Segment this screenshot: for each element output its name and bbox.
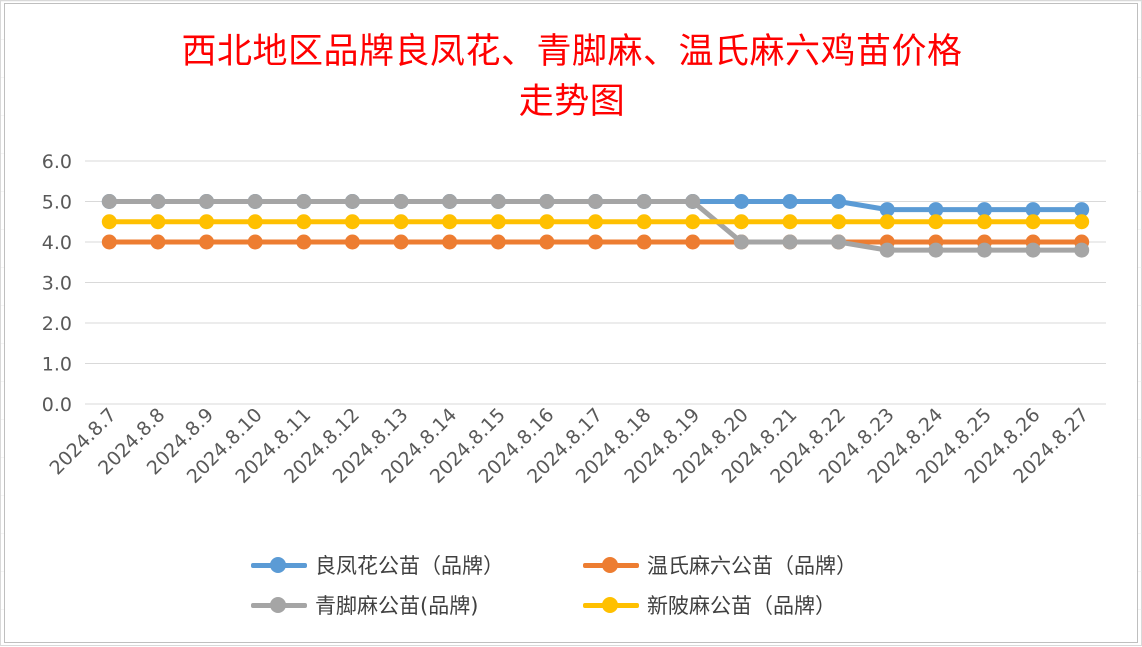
- series-point[interactable]: [101, 194, 117, 209]
- series-point[interactable]: [928, 214, 944, 230]
- series-point[interactable]: [879, 202, 895, 218]
- series-point[interactable]: [442, 214, 458, 230]
- series-point[interactable]: [1074, 242, 1090, 258]
- y-tick-label: 4.0: [42, 232, 72, 254]
- series-point[interactable]: [879, 242, 895, 258]
- legend-label: 温氏麻六公苗（品牌）: [647, 554, 857, 578]
- series-point[interactable]: [442, 234, 458, 250]
- series-point[interactable]: [101, 214, 117, 230]
- series-point[interactable]: [782, 214, 798, 230]
- series-point[interactable]: [199, 234, 215, 250]
- chart-area[interactable]: 西北地区品牌良凤花、青脚麻、温氏麻六鸡苗价格 走势图 0.0 1.0 2.0 3.0 4…: [4, 3, 1138, 643]
- series-point[interactable]: [831, 234, 847, 250]
- legend-label: 良凤花公苗（品牌）: [315, 554, 504, 578]
- series-point[interactable]: [733, 194, 749, 209]
- legend-label: 青脚麻公苗(品牌): [315, 594, 479, 618]
- y-tick-label: 2.0: [42, 313, 72, 335]
- plot-area[interactable]: 0.01.02.03.04.05.06.02024.8.72024.8.8202…: [5, 4, 1139, 644]
- series-point[interactable]: [588, 214, 603, 230]
- series-point[interactable]: [296, 234, 312, 250]
- series-point[interactable]: [976, 214, 992, 230]
- chart-legend[interactable]: 良凤花公苗（品牌） 温氏麻六公苗（品牌） 青脚麻公苗(品牌) 新陂麻公苗（品牌）: [5, 542, 1139, 632]
- series-point[interactable]: [685, 194, 701, 209]
- series-point[interactable]: [685, 234, 701, 250]
- y-tick-label: 5.0: [42, 192, 72, 214]
- y-tick-label: 0.0: [42, 394, 72, 416]
- chart-title-line-1[interactable]: 西北地区品牌良凤花、青脚麻、温氏麻六鸡苗价格: [181, 32, 963, 72]
- series-point[interactable]: [247, 214, 263, 230]
- legend-marker-icon: [581, 550, 641, 580]
- series-point[interactable]: [247, 234, 263, 250]
- series-point[interactable]: [539, 194, 555, 209]
- series-point[interactable]: [928, 242, 944, 258]
- chart-title-line-2[interactable]: 走势图: [518, 82, 626, 122]
- series-point[interactable]: [539, 214, 555, 230]
- series-point[interactable]: [1074, 202, 1090, 218]
- legend-item-xinpoma[interactable]: 新陂麻公苗（品牌）: [581, 590, 836, 620]
- series-point[interactable]: [1025, 242, 1041, 258]
- legend-item-qingjiaoma[interactable]: 青脚麻公苗(品牌): [249, 590, 478, 620]
- legend-marker-icon: [249, 590, 309, 620]
- series-point[interactable]: [831, 214, 847, 230]
- series-point[interactable]: [199, 214, 215, 230]
- series-point[interactable]: [782, 194, 798, 209]
- series-point[interactable]: [199, 194, 215, 209]
- series-point[interactable]: [1025, 202, 1041, 218]
- series-point[interactable]: [1025, 214, 1041, 230]
- series-point[interactable]: [636, 214, 652, 230]
- series-point[interactable]: [296, 194, 312, 209]
- series-point[interactable]: [393, 214, 409, 230]
- series-point[interactable]: [150, 234, 166, 250]
- series-point[interactable]: [1074, 214, 1090, 230]
- series-point[interactable]: [636, 234, 652, 250]
- series-point[interactable]: [490, 194, 506, 209]
- series-point[interactable]: [490, 214, 506, 230]
- series-point[interactable]: [831, 194, 847, 209]
- series-point[interactable]: [150, 214, 166, 230]
- series-point[interactable]: [782, 234, 798, 250]
- series-point[interactable]: [588, 194, 603, 209]
- series-point[interactable]: [101, 234, 117, 250]
- y-tick-label: 6.0: [42, 151, 72, 173]
- series-point[interactable]: [247, 194, 263, 209]
- series-point[interactable]: [150, 194, 166, 209]
- legend-marker-icon: [249, 550, 309, 580]
- series-point[interactable]: [733, 234, 749, 250]
- series-point[interactable]: [539, 234, 555, 250]
- series-point[interactable]: [928, 202, 944, 218]
- series-point[interactable]: [344, 214, 360, 230]
- legend-marker-icon: [581, 590, 641, 620]
- series-point[interactable]: [685, 214, 701, 230]
- series-point[interactable]: [976, 242, 992, 258]
- series-point[interactable]: [636, 194, 652, 209]
- series-point[interactable]: [588, 234, 603, 250]
- series-point[interactable]: [442, 194, 458, 209]
- series-point[interactable]: [976, 202, 992, 218]
- series-point[interactable]: [733, 214, 749, 230]
- series-point[interactable]: [879, 214, 895, 230]
- legend-label: 新陂麻公苗（品牌）: [647, 594, 836, 618]
- legend-item-wenshi-maliu[interactable]: 温氏麻六公苗（品牌）: [581, 550, 857, 580]
- series-point[interactable]: [490, 234, 506, 250]
- series-point[interactable]: [393, 234, 409, 250]
- series-point[interactable]: [393, 194, 409, 209]
- series-point[interactable]: [344, 194, 360, 209]
- y-tick-label: 1.0: [42, 354, 72, 376]
- series-point[interactable]: [344, 234, 360, 250]
- y-tick-label: 3.0: [42, 273, 72, 295]
- series-point[interactable]: [296, 214, 312, 230]
- legend-item-liangfenghua[interactable]: 良凤花公苗（品牌）: [249, 550, 504, 580]
